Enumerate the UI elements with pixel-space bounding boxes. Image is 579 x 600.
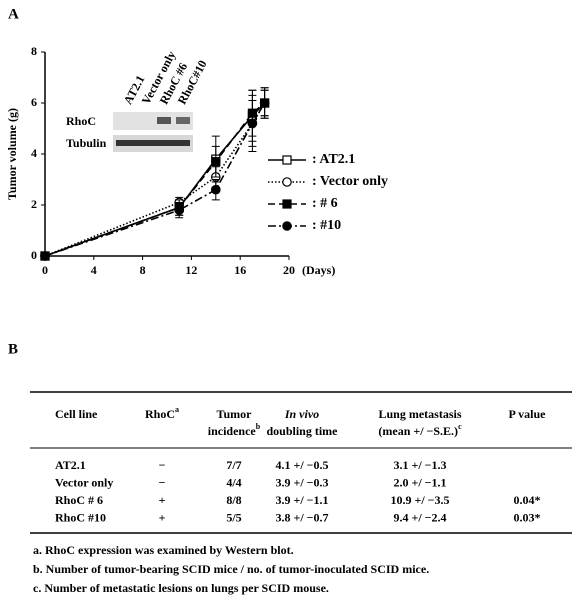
marker: [282, 155, 292, 165]
table-cell: 10.9 +/ −3.5: [390, 493, 449, 507]
column-header: doubling time: [266, 424, 338, 438]
footnote: b. Number of tumor-bearing SCID mice / n…: [33, 562, 429, 576]
y-tick-label: 0: [31, 248, 37, 262]
x-tick-label: 0: [42, 263, 48, 277]
x-tick-label: 20: [283, 263, 295, 277]
x-tick-label: 12: [185, 263, 197, 277]
column-header: Lung metastasis: [378, 407, 461, 421]
table-cell: 8/8: [226, 493, 241, 507]
table-cell: +: [159, 510, 166, 524]
table-cell: −: [159, 458, 166, 472]
column-header: In vivo: [284, 407, 319, 421]
y-tick-label: 6: [31, 95, 37, 109]
header-sup: b: [256, 422, 261, 431]
table-cell: 2.0 +/ −1.1: [393, 475, 446, 489]
marker: [282, 199, 292, 209]
marker: [211, 184, 221, 195]
table-cell: AT2.1: [55, 458, 86, 472]
header-text: doubling time: [266, 424, 338, 438]
blot-row-label: Tubulin: [66, 136, 107, 150]
column-header: RhoCa: [145, 405, 179, 421]
column-header: P value: [508, 407, 546, 421]
y-tick-label: 2: [31, 197, 37, 211]
y-tick-label: 8: [31, 44, 37, 58]
x-tick-label: 8: [140, 263, 146, 277]
column-header: Tumor: [217, 407, 253, 421]
marker: [259, 98, 270, 108]
table-cell: 3.9 +/ −0.3: [275, 475, 328, 489]
header-text: incidence: [208, 424, 257, 438]
header-text: Lung metastasis: [378, 407, 461, 421]
table-cell: 7/7: [226, 458, 241, 472]
column-header: (mean +/ −S.E.)c: [378, 422, 462, 438]
column-header: Cell line: [55, 407, 98, 421]
header-text: (mean +/ −S.E.): [378, 424, 458, 438]
band: [157, 117, 171, 124]
x-tick-label: 16: [234, 263, 246, 277]
panel-label: A: [8, 6, 19, 22]
legend-label: : Vector only: [312, 174, 388, 189]
table-cell: 5/5: [226, 510, 241, 524]
blot-row-label: RhoC: [66, 114, 96, 128]
header-sup: a: [175, 405, 179, 414]
header-text: In vivo: [284, 407, 319, 421]
y-axis-label: Tumor volume (g): [5, 108, 19, 200]
table-cell: 4/4: [226, 475, 241, 489]
band: [116, 140, 190, 146]
header-sup: c: [458, 422, 462, 431]
table-cell: 4.1 +/ −0.5: [275, 458, 328, 472]
table-cell: −: [159, 475, 166, 489]
table-cell: RhoC #10: [55, 510, 106, 524]
footnote: c. Number of metastatic lesions on lungs…: [33, 581, 329, 595]
blot: [113, 112, 193, 130]
marker: [282, 221, 292, 231]
x-tick-label: 4: [91, 263, 97, 277]
column-header: incidenceb: [208, 422, 261, 438]
table-cell: RhoC # 6: [55, 493, 103, 507]
footnote: a. RhoC expression was examined by Weste…: [33, 543, 294, 557]
legend-label: : # 6: [312, 196, 338, 211]
header-text: RhoC: [145, 407, 175, 421]
legend-label: : #10: [312, 218, 341, 233]
marker: [282, 177, 292, 187]
table-cell: 0.03*: [514, 510, 541, 524]
header-text: P value: [508, 407, 546, 421]
marker: [211, 157, 221, 167]
table-cell: 3.1 +/ −1.3: [393, 458, 446, 472]
marker: [247, 118, 258, 129]
panel-label: B: [8, 341, 18, 357]
header-text: Cell line: [55, 407, 98, 421]
table-cell: Vector only: [55, 475, 113, 489]
table-cell: 0.04*: [514, 493, 541, 507]
marker: [174, 205, 184, 215]
table-cell: 3.8 +/ −0.7: [275, 510, 328, 524]
table-cell: 9.4 +/ −2.4: [393, 510, 446, 524]
header-text: Tumor: [217, 407, 253, 421]
table-cell: 3.9 +/ −1.1: [275, 493, 328, 507]
y-tick-label: 4: [31, 146, 37, 160]
band: [176, 117, 190, 124]
x-axis-label: (Days): [302, 263, 335, 277]
marker: [40, 251, 50, 261]
legend-label: : AT2.1: [312, 152, 355, 167]
table-cell: +: [159, 493, 166, 507]
